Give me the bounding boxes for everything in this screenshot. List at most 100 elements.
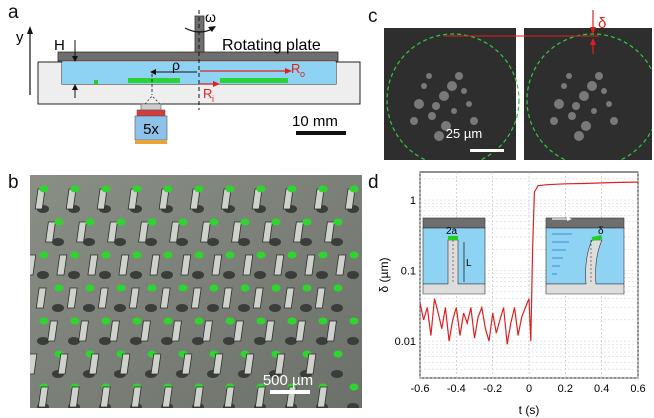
pillar	[200, 218, 219, 246]
x-tick-label: 0.4	[594, 383, 609, 395]
rotating-plate-label: Rotating plate	[222, 37, 321, 54]
pillar	[96, 185, 111, 213]
reference-circle-before	[386, 33, 520, 160]
deflection-series	[419, 181, 639, 345]
pillar	[304, 251, 328, 279]
inset-delta-label: δ	[598, 226, 604, 237]
panel-label-c: c	[368, 6, 378, 27]
pillar	[314, 284, 343, 312]
pillar	[344, 185, 359, 213]
pillar	[159, 284, 188, 312]
omega-label: ω	[205, 9, 216, 25]
fluorescent-spot	[441, 121, 451, 131]
setup-schematic: y ω Rotating plate H ρ R o R i 5x	[16, 9, 361, 144]
pillar	[87, 251, 111, 279]
pillar	[282, 185, 297, 213]
pillar	[180, 251, 204, 279]
fluorescent-spot	[587, 81, 597, 91]
pillar	[128, 284, 157, 312]
y-tick-label: 0.1	[401, 266, 416, 278]
pillar	[273, 251, 297, 279]
pillar	[231, 218, 250, 246]
pillar	[109, 317, 142, 345]
pillar	[169, 218, 188, 246]
x-axis-label: t (s)	[519, 403, 540, 417]
H-label: H	[54, 37, 65, 54]
fluorescent-spot	[414, 99, 424, 109]
pillar	[78, 317, 111, 345]
fluorescent-spot	[466, 101, 472, 107]
pillar	[211, 251, 235, 279]
panel-label-a: a	[8, 2, 19, 23]
image-before	[384, 28, 516, 160]
pillar	[189, 185, 204, 213]
pillar	[252, 284, 281, 312]
pillar-micrograph: 500 µm	[30, 175, 362, 408]
fluorescent-spot	[610, 117, 618, 125]
pillar	[118, 251, 142, 279]
fluorescent-spot	[439, 91, 449, 101]
pillar	[30, 251, 49, 279]
inset-undeflected: 2a L	[422, 217, 486, 295]
x-tick-label: -0.6	[411, 383, 430, 395]
fluorescent-spot	[572, 102, 580, 110]
fluorescent-spot	[426, 73, 432, 79]
Ro-subscript: o	[300, 69, 305, 79]
inset-deflected: δ	[545, 217, 625, 295]
pillar	[316, 383, 359, 408]
pillar	[127, 185, 142, 213]
scale-bar-b	[270, 390, 310, 394]
scale-bar-label-b: 500 µm	[263, 372, 313, 389]
rho-label: ρ	[172, 57, 180, 73]
Ri-label: R	[203, 86, 212, 101]
fluorescent-spot	[579, 91, 589, 101]
fluorescent-spot	[566, 73, 572, 79]
x-tick-label: 0	[526, 383, 532, 395]
fluorescent-spot	[601, 88, 607, 94]
fluorescent-spot	[410, 117, 418, 125]
fluorescent-spot	[432, 102, 440, 110]
pillar-array	[94, 78, 288, 84]
fluorescent-spot	[434, 131, 444, 141]
pillar	[97, 284, 126, 312]
pillar	[158, 185, 173, 213]
objective-lens: 5x	[134, 103, 168, 144]
pillar	[295, 317, 328, 345]
deflection-chart: -0.6 -0.4 -0.2 0 0.2 0.4 0.6 0.01 0.1 1 t (s) δ (…	[377, 171, 646, 417]
pillar	[262, 218, 281, 246]
pillar	[35, 284, 64, 312]
inset-L-label: L	[466, 258, 472, 269]
pillar	[221, 284, 250, 312]
fluorescent-spot	[554, 99, 564, 109]
pillar	[251, 185, 266, 213]
pillar	[107, 218, 126, 246]
pillar	[149, 251, 173, 279]
x-tick-label: 0.6	[630, 383, 645, 395]
fluorescent-spot	[451, 108, 457, 114]
fluorescent-spot	[455, 72, 463, 80]
x-tick-label: -0.4	[447, 383, 466, 395]
fluorescent-spot	[470, 117, 478, 125]
pillar	[202, 317, 235, 345]
inset-2a-label: 2a	[446, 226, 458, 237]
fluorescent-spot	[606, 101, 612, 107]
pillar	[65, 185, 80, 213]
fluorescent-spot	[561, 83, 567, 89]
scale-bar-a	[296, 131, 346, 135]
fluorescent-spot	[568, 112, 576, 120]
pillar	[335, 251, 359, 279]
fluorescent-spot	[461, 88, 467, 94]
pillar	[313, 185, 328, 213]
objective-label: 5x	[143, 121, 159, 138]
pillar	[140, 317, 173, 345]
fluorescent-spot	[574, 131, 584, 141]
y-axis-label: δ (µm)	[377, 258, 391, 293]
fluorescent-spot	[591, 108, 597, 114]
pillar	[76, 218, 95, 246]
panel-label-d: d	[368, 172, 379, 193]
pillar	[138, 218, 157, 246]
pillar	[242, 251, 266, 279]
pillar	[326, 317, 359, 345]
pillar	[47, 317, 80, 345]
fluorescent-spot	[447, 81, 457, 91]
